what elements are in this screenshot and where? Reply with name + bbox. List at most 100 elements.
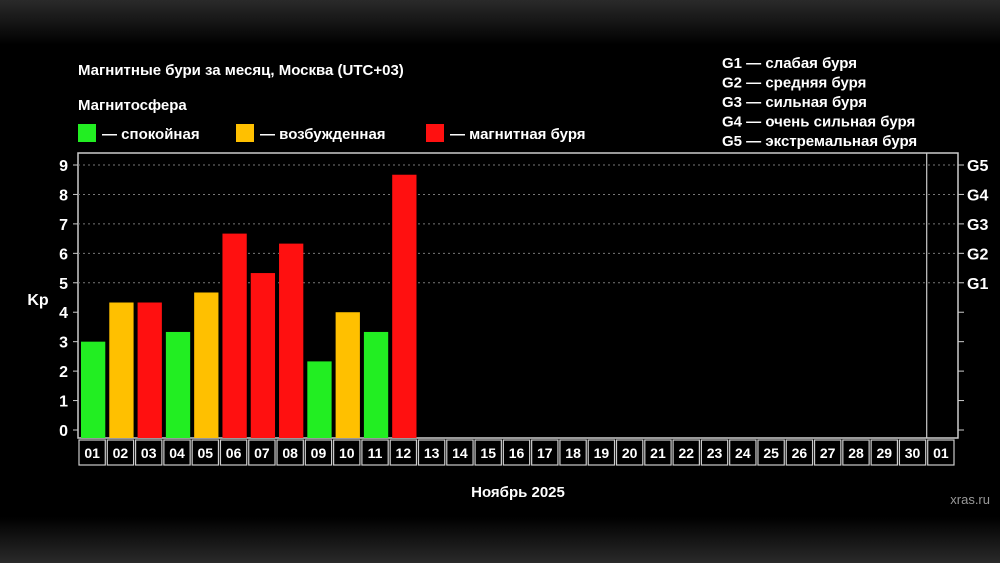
day-cell bbox=[248, 439, 276, 466]
day-cell bbox=[474, 439, 502, 466]
x-tick-label: 24 bbox=[735, 445, 751, 461]
g-scale-label: G4 — очень сильная буря bbox=[722, 114, 915, 131]
x-tick-label: 02 bbox=[113, 445, 129, 461]
bar bbox=[194, 292, 219, 438]
x-tick-label: 18 bbox=[565, 445, 581, 461]
y-tick-label: 4 bbox=[59, 305, 68, 322]
x-tick-label: 06 bbox=[226, 445, 242, 461]
x-tick-label: 03 bbox=[141, 445, 157, 461]
x-tick-label: 09 bbox=[311, 445, 327, 461]
x-tick-label: 30 bbox=[905, 445, 921, 461]
bar bbox=[307, 361, 332, 438]
legend-title: Магнитосфера bbox=[78, 97, 187, 114]
day-cell bbox=[898, 439, 927, 466]
day-cell bbox=[927, 439, 955, 466]
bar bbox=[222, 233, 247, 438]
x-tick-label: 07 bbox=[254, 445, 270, 461]
x-tick-label: 15 bbox=[480, 445, 496, 461]
x-tick-label: 13 bbox=[424, 445, 440, 461]
x-tick-label: 19 bbox=[594, 445, 610, 461]
day-cell bbox=[842, 439, 870, 466]
y-tick-label: 8 bbox=[59, 187, 68, 204]
legend-label: — возбужденная bbox=[260, 126, 386, 143]
legend-swatch bbox=[236, 124, 254, 142]
y-tick-label: 9 bbox=[59, 158, 68, 175]
y-tick-label: 3 bbox=[59, 335, 68, 352]
bar bbox=[363, 331, 389, 438]
bar bbox=[335, 312, 360, 438]
y-tick-label: 5 bbox=[59, 276, 68, 293]
day-cell bbox=[700, 439, 729, 466]
x-tick-label: 10 bbox=[339, 445, 355, 461]
day-cell bbox=[870, 439, 899, 466]
day-cell bbox=[389, 439, 418, 466]
day-cell bbox=[304, 439, 333, 466]
x-tick-label: 26 bbox=[792, 445, 808, 461]
bar bbox=[109, 302, 134, 438]
y-axis-label: Kp bbox=[27, 292, 49, 309]
day-cell bbox=[615, 439, 644, 466]
x-tick-label: 11 bbox=[368, 445, 383, 461]
legend-label: — магнитная буря bbox=[450, 126, 586, 143]
bar bbox=[250, 273, 276, 438]
legend-swatch bbox=[78, 124, 96, 142]
day-cell bbox=[106, 439, 135, 466]
g-scale-label: G2 — средняя буря bbox=[722, 75, 866, 92]
g-scale-label: G1 — слабая буря bbox=[722, 55, 857, 72]
x-tick-label: 12 bbox=[396, 445, 412, 461]
y-tick-label: 6 bbox=[59, 246, 68, 263]
day-cell bbox=[587, 439, 616, 466]
day-cell bbox=[729, 439, 757, 466]
bar bbox=[81, 341, 106, 438]
x-tick-label: 29 bbox=[876, 445, 892, 461]
g-tick-label: G5 bbox=[967, 158, 988, 175]
g-scale-label: G3 — сильная буря bbox=[722, 94, 867, 111]
day-cell bbox=[559, 439, 587, 466]
x-tick-label: 21 bbox=[650, 445, 666, 461]
day-cell bbox=[276, 439, 304, 466]
x-tick-label: 01 bbox=[84, 445, 100, 461]
plot-frame bbox=[77, 152, 959, 439]
day-cell bbox=[644, 439, 672, 466]
x-tick-label: 28 bbox=[848, 445, 864, 461]
y-tick-label: 7 bbox=[59, 217, 68, 234]
day-cell bbox=[446, 439, 474, 466]
x-tick-label: 20 bbox=[622, 445, 638, 461]
g-tick-label: G4 bbox=[967, 187, 988, 204]
x-tick-label: 27 bbox=[820, 445, 836, 461]
legend-swatch bbox=[426, 124, 444, 142]
day-cell bbox=[134, 439, 163, 466]
day-cell bbox=[191, 439, 220, 466]
x-tick-label: 04 bbox=[169, 445, 185, 461]
day-cell bbox=[163, 439, 191, 466]
g-scale-label: G5 — экстремальная буря bbox=[722, 133, 917, 150]
g-tick-label: G1 bbox=[967, 276, 988, 293]
x-tick-label: 16 bbox=[509, 445, 525, 461]
day-cell bbox=[361, 439, 389, 466]
day-cell bbox=[417, 439, 446, 466]
day-cell bbox=[333, 439, 361, 466]
day-cell bbox=[502, 439, 531, 466]
x-tick-label: 05 bbox=[198, 445, 214, 461]
legend-label: — спокойная bbox=[102, 126, 200, 143]
x-axis-label: Ноябрь 2025 bbox=[471, 484, 565, 501]
x-tick-label: 25 bbox=[763, 445, 779, 461]
day-cell bbox=[672, 439, 700, 466]
x-tick-label: 17 bbox=[537, 445, 553, 461]
day-cell bbox=[531, 439, 559, 466]
bar bbox=[165, 331, 191, 438]
y-tick-label: 0 bbox=[59, 423, 68, 440]
g-tick-label: G2 bbox=[967, 246, 988, 263]
day-cell bbox=[219, 439, 248, 466]
day-cell bbox=[813, 439, 842, 466]
bar bbox=[392, 174, 417, 438]
x-tick-label: 22 bbox=[678, 445, 694, 461]
day-cell bbox=[78, 439, 106, 466]
day-cell bbox=[757, 439, 785, 466]
y-tick-label: 2 bbox=[59, 364, 68, 381]
day-cell bbox=[785, 439, 814, 466]
watermark: xras.ru bbox=[950, 492, 990, 507]
g-tick-label: G3 bbox=[967, 217, 988, 234]
